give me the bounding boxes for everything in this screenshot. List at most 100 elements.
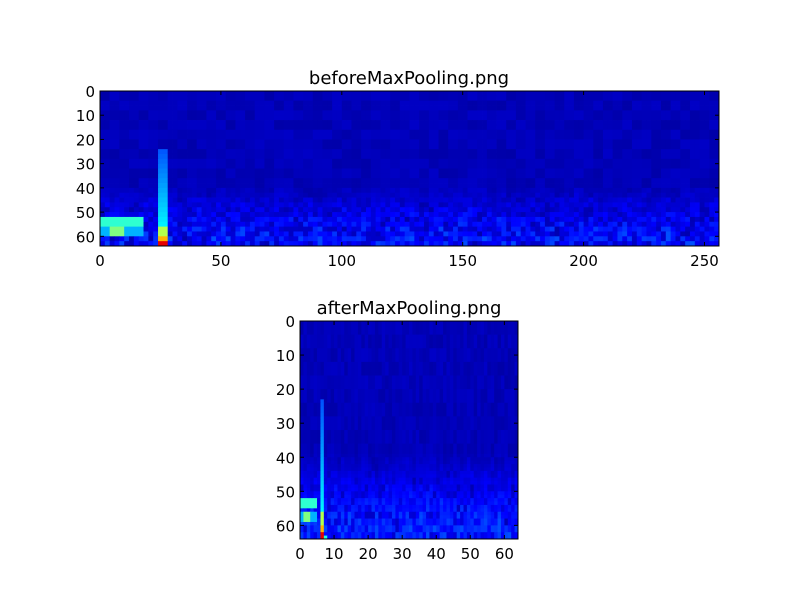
heatmap-cell <box>332 216 338 223</box>
heatmap-cell <box>494 355 498 359</box>
heatmap-cell <box>525 115 531 121</box>
heatmap-cell <box>385 197 391 203</box>
heatmap-cell <box>598 158 604 165</box>
heatmap-cell <box>312 178 319 184</box>
heatmap-cell <box>177 168 183 174</box>
heatmap-cell <box>660 115 667 121</box>
heatmap-cell <box>104 173 111 179</box>
heatmap-cell <box>428 216 435 223</box>
heatmap-cell <box>351 120 357 126</box>
heatmap-cell <box>332 124 338 131</box>
heatmap-cell <box>182 139 188 145</box>
heatmap-cell <box>540 187 546 194</box>
heatmap-cell <box>665 91 672 97</box>
heatmap-cell <box>501 129 507 135</box>
heatmap-cell <box>307 129 314 135</box>
heatmap-cell <box>680 212 686 218</box>
heatmap-cell <box>196 202 202 208</box>
heatmap-cell <box>283 134 290 140</box>
heatmap-cell <box>385 324 389 329</box>
heatmap-cell <box>230 173 236 179</box>
heatmap-cell <box>573 124 580 131</box>
heatmap-cell <box>424 173 430 179</box>
heatmap-cell <box>466 338 471 342</box>
heatmap-cell <box>428 183 435 189</box>
heatmap-cell <box>361 158 367 165</box>
heatmap-cell <box>656 207 662 213</box>
heatmap-cell <box>133 173 140 179</box>
heatmap-cell <box>230 212 236 218</box>
heatmap-cell <box>354 344 359 349</box>
heatmap-cell <box>559 221 565 228</box>
heatmap-cell <box>460 358 464 363</box>
heatmap-cell <box>278 153 285 160</box>
heatmap-cell <box>390 95 396 102</box>
heatmap-cell <box>177 197 183 203</box>
heatmap-cell <box>714 241 720 247</box>
heatmap-cell <box>540 158 546 165</box>
heatmap-cell <box>269 110 275 116</box>
heatmap-cell <box>133 168 140 174</box>
heatmap-cell <box>177 115 183 121</box>
heatmap-cell <box>278 207 285 213</box>
heatmap-cell <box>456 331 461 336</box>
heatmap-cell <box>317 163 323 169</box>
heatmap-cell <box>259 173 265 179</box>
heatmap-cell <box>259 168 265 174</box>
heatmap-cell <box>583 105 589 111</box>
heatmap-cell <box>235 207 241 213</box>
heatmap-cell <box>104 226 111 232</box>
heatmap-cell <box>245 139 251 145</box>
heatmap-cell <box>371 321 376 325</box>
heatmap-cell <box>177 241 183 247</box>
heatmap-cell <box>327 139 333 145</box>
heatmap-cell <box>378 348 383 353</box>
heatmap-cell <box>477 197 483 203</box>
heatmap-cell <box>593 197 599 203</box>
heatmap-cell <box>419 153 425 160</box>
heatmap-cell <box>293 187 299 194</box>
heatmap-cell <box>535 221 541 228</box>
heatmap-cell <box>158 231 164 237</box>
heatmap-cell <box>511 355 515 359</box>
heatmap-cell <box>402 324 406 329</box>
heatmap-cell <box>167 149 173 155</box>
heatmap-cell <box>278 163 285 169</box>
heatmap-cell <box>162 178 169 184</box>
heatmap-cell <box>506 192 512 198</box>
heatmap-cell <box>235 115 241 121</box>
heatmap-cell <box>714 134 720 140</box>
heatmap-cell <box>211 139 217 145</box>
heatmap-cell <box>694 144 701 150</box>
heatmap-cell <box>424 105 430 111</box>
heatmap-cell <box>235 149 241 155</box>
heatmap-cell <box>167 212 173 218</box>
heatmap-cell <box>351 124 357 131</box>
heatmap-cell <box>680 236 686 242</box>
heatmap-cell <box>491 139 497 145</box>
heatmap-cell <box>356 134 362 140</box>
heatmap-cell <box>443 231 449 237</box>
heatmap-cell <box>424 202 430 208</box>
heatmap-cell <box>438 153 444 160</box>
heatmap-cell <box>220 110 227 116</box>
heatmap-cell <box>462 183 468 189</box>
heatmap-cell <box>404 187 410 194</box>
heatmap-cell <box>220 153 227 160</box>
heatmap-cell <box>554 134 560 140</box>
heatmap-cell <box>201 91 207 97</box>
heatmap-cell <box>656 168 662 174</box>
heatmap-cell <box>283 115 290 121</box>
heatmap-cell <box>370 192 377 198</box>
heatmap-cell <box>525 105 531 111</box>
heatmap-cell <box>602 168 609 174</box>
heatmap-cell <box>409 149 415 155</box>
heatmap-cell <box>269 231 275 237</box>
heatmap-cell <box>500 338 505 342</box>
heatmap-cell <box>269 144 275 150</box>
heatmap-cell <box>704 134 710 140</box>
heatmap-cell <box>196 95 202 102</box>
heatmap-cell <box>689 144 696 150</box>
heatmap-cell <box>554 144 560 150</box>
heatmap-cell <box>278 91 285 97</box>
